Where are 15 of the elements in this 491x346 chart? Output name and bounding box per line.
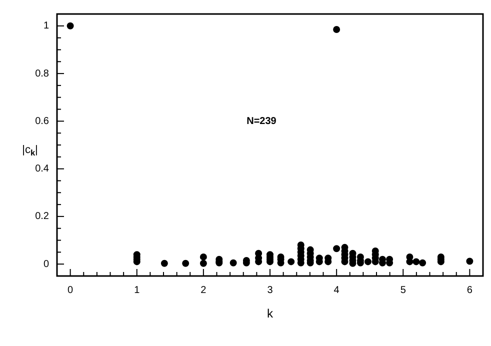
x-tick-label: 5: [400, 284, 406, 296]
y-tick-label: 0.4: [35, 164, 50, 175]
y-tick-label: 0.6: [35, 116, 50, 127]
x-axis-title: k: [267, 306, 274, 320]
x-tick-label: 3: [267, 284, 274, 296]
x-tick-label: 4: [334, 284, 340, 296]
y-tick-label: 0: [43, 258, 50, 270]
annotation: N=239: [246, 116, 277, 128]
y-tick-label: 1: [43, 20, 50, 32]
x-tick-label: 6: [466, 284, 473, 296]
x-tick-label: 0: [68, 284, 74, 296]
x-tick-label: 1: [134, 284, 140, 296]
y-tick-label: 0.8: [35, 68, 50, 80]
y-tick-label: 0.2: [35, 211, 50, 222]
x-tick-label: 2: [200, 284, 207, 296]
